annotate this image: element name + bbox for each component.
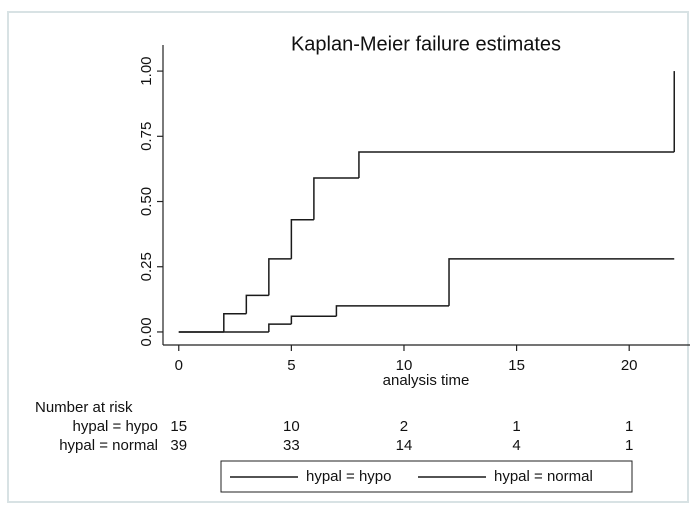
- step: [290, 219, 314, 259]
- legend-label: hypal = normal: [494, 468, 593, 485]
- risk-row-label: hypal = normal: [59, 437, 158, 454]
- y-tick-label: 0.50: [138, 187, 155, 216]
- y-tick-label: 0.75: [138, 122, 155, 151]
- x-tick-label: 15: [508, 357, 525, 374]
- step: [335, 305, 450, 317]
- x-tick-label: 0: [175, 357, 183, 374]
- y-tick-label: 0.25: [138, 252, 155, 281]
- risk-count: 39: [170, 437, 187, 454]
- step: [313, 177, 359, 220]
- step: [290, 315, 337, 325]
- step: [268, 258, 292, 296]
- y-tick-label: 0.00: [138, 317, 155, 346]
- step: [268, 323, 292, 332]
- risk-count: 10: [283, 418, 300, 435]
- graph-region: [7, 11, 689, 503]
- risk-count: 1: [512, 418, 520, 435]
- x-tick-label: 20: [621, 357, 638, 374]
- step: [448, 258, 675, 306]
- risk-count: 1: [625, 418, 633, 435]
- x-axis-label: analysis time: [383, 372, 470, 389]
- risk-row-label: hypal = hypo: [73, 418, 158, 435]
- risk-count: 33: [283, 437, 300, 454]
- y-tick-label: 1.00: [138, 56, 155, 85]
- risk-count: 15: [170, 418, 187, 435]
- step: [223, 312, 247, 332]
- risk-count: 4: [512, 437, 520, 454]
- step: [358, 151, 675, 179]
- risk-table-title: Number at risk: [35, 399, 133, 416]
- x-tick-label: 10: [396, 357, 413, 374]
- risk-count: 1: [625, 437, 633, 454]
- risk-count: 14: [396, 437, 413, 454]
- legend-label: hypal = hypo: [306, 468, 391, 485]
- x-tick-label: 5: [287, 357, 295, 374]
- chart-title: Kaplan-Meier failure estimates: [291, 33, 561, 55]
- risk-count: 2: [400, 418, 408, 435]
- step: [245, 294, 269, 314]
